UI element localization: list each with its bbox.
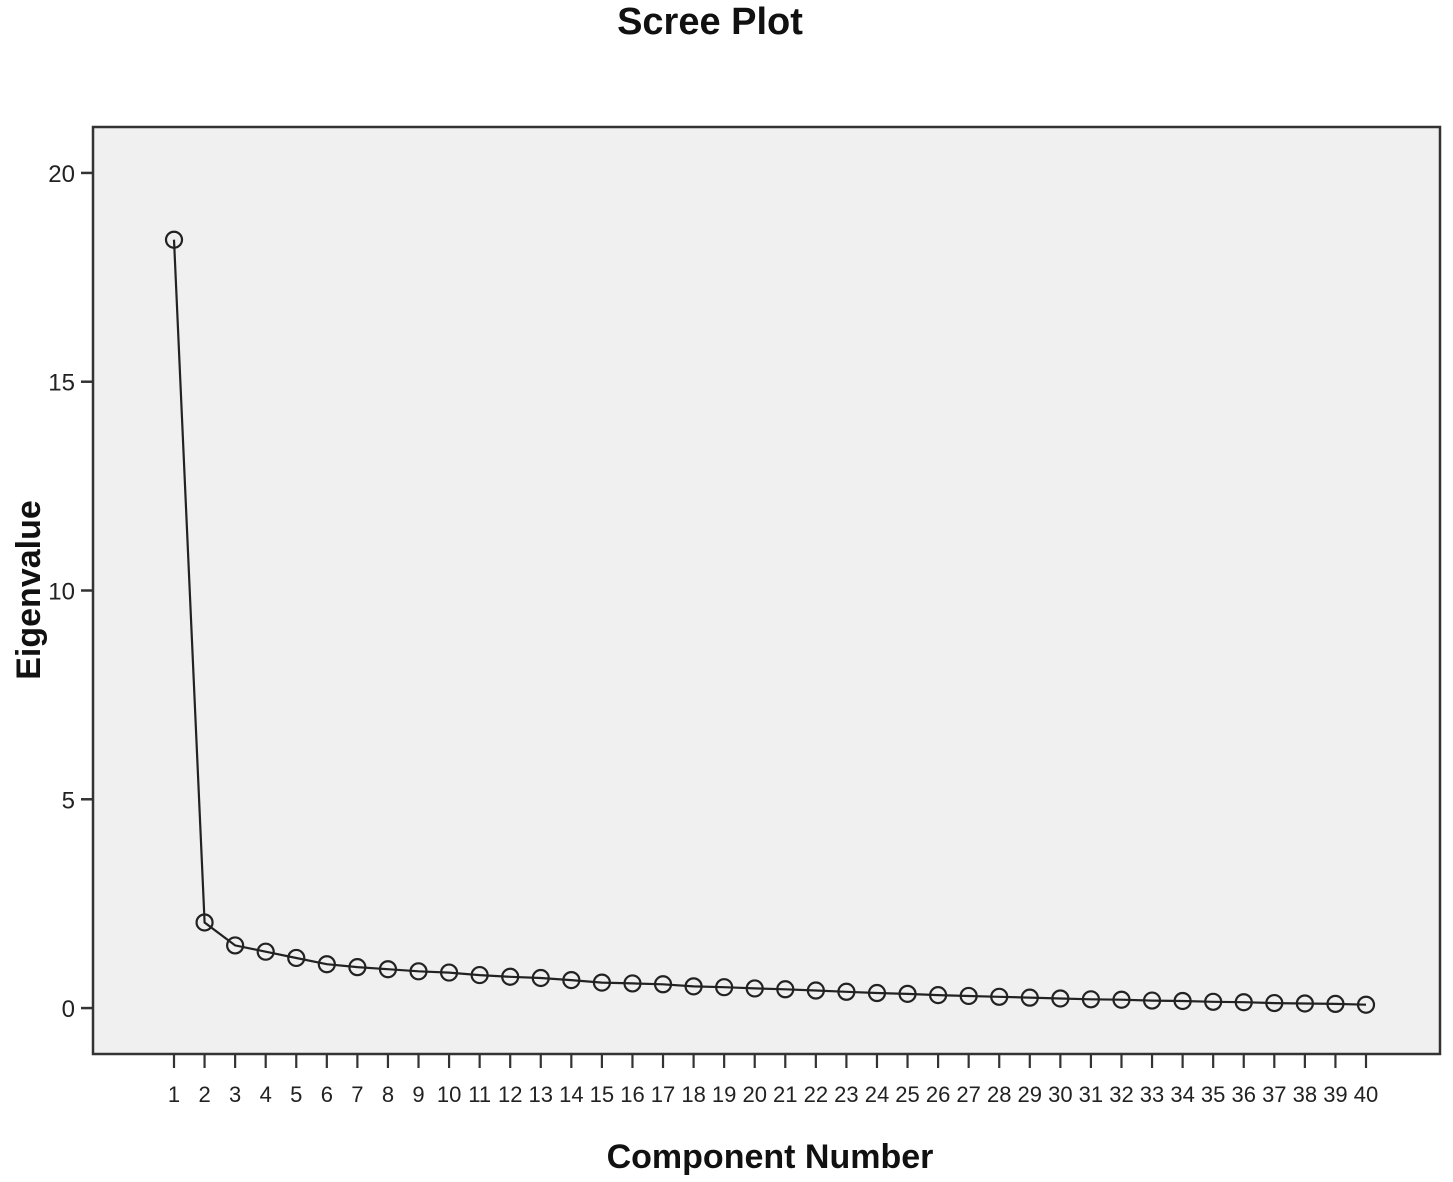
data-point xyxy=(929,986,948,1005)
x-tick-label: 37 xyxy=(1262,1082,1286,1107)
x-tick-label: 1 xyxy=(168,1082,180,1107)
data-point xyxy=(959,986,978,1006)
data-point xyxy=(470,965,489,985)
data-point xyxy=(1081,990,1101,1009)
x-tick-label: 3 xyxy=(229,1082,241,1107)
data-point xyxy=(898,984,917,1003)
x-tick-label: 31 xyxy=(1079,1082,1103,1107)
data-points xyxy=(164,230,1376,1014)
x-tick-label: 23 xyxy=(834,1082,858,1107)
data-point xyxy=(806,981,825,1000)
x-tick-label: 4 xyxy=(260,1082,272,1107)
x-tick-label: 26 xyxy=(926,1082,950,1107)
x-tick-label: 21 xyxy=(773,1082,797,1107)
x-tick-label: 13 xyxy=(529,1082,553,1107)
data-point xyxy=(1112,990,1131,1009)
data-point xyxy=(378,960,398,979)
data-point xyxy=(226,936,245,955)
data-point xyxy=(1326,994,1345,1013)
data-point xyxy=(653,975,673,994)
x-tick-label: 29 xyxy=(1018,1082,1042,1107)
data-point xyxy=(531,968,550,988)
data-point xyxy=(592,973,611,992)
y-axis: 0 5 10 15 20 xyxy=(48,161,93,1023)
data-point xyxy=(684,977,703,996)
x-tick-label: 24 xyxy=(865,1082,889,1107)
data-point xyxy=(348,958,367,977)
x-tick-label: 10 xyxy=(437,1082,461,1107)
data-point xyxy=(287,948,306,968)
data-point xyxy=(745,979,764,998)
x-tick-label: 34 xyxy=(1170,1082,1194,1107)
x-tick-label: 16 xyxy=(620,1082,644,1107)
x-tick-label: 25 xyxy=(895,1082,919,1107)
data-point xyxy=(164,230,184,249)
data-point xyxy=(501,967,520,986)
x-axis-title: Component Number xyxy=(607,1138,934,1176)
x-tick-label: 19 xyxy=(712,1082,736,1107)
x-tick-label: 6 xyxy=(321,1082,333,1107)
x-tick-label: 9 xyxy=(412,1082,424,1107)
x-tick-label: 33 xyxy=(1140,1082,1164,1107)
data-point xyxy=(1204,992,1223,1011)
data-point xyxy=(715,978,734,997)
data-point xyxy=(1173,991,1192,1011)
x-tick-label: 20 xyxy=(742,1082,766,1107)
data-point xyxy=(867,983,887,1003)
x-tick-label: 11 xyxy=(468,1082,491,1107)
y-tick-label: 5 xyxy=(62,787,75,814)
data-point xyxy=(317,955,336,974)
data-point xyxy=(776,980,795,999)
data-point xyxy=(562,970,581,990)
x-tick-label: 18 xyxy=(681,1082,705,1107)
x-tick-label: 36 xyxy=(1232,1082,1256,1107)
chart-title: Scree Plot xyxy=(617,1,803,43)
x-tick-label: 38 xyxy=(1293,1082,1317,1107)
y-tick-label: 15 xyxy=(48,370,75,397)
data-point xyxy=(623,974,642,993)
x-tick-label: 12 xyxy=(498,1082,522,1107)
data-point xyxy=(409,962,428,981)
x-tick-label: 7 xyxy=(351,1082,363,1107)
y-tick-label: 20 xyxy=(48,161,75,188)
x-tick-label: 40 xyxy=(1354,1082,1378,1107)
x-tick-label: 27 xyxy=(956,1082,980,1107)
y-tick-label: 0 xyxy=(62,996,75,1023)
data-point xyxy=(1142,991,1162,1010)
data-point xyxy=(1356,995,1376,1014)
y-tick-label: 10 xyxy=(48,579,75,606)
data-point xyxy=(439,963,459,982)
x-tick-label: 30 xyxy=(1048,1082,1072,1107)
x-tick-label: 8 xyxy=(382,1082,394,1107)
y-axis-title: Eigenvalue xyxy=(10,500,48,680)
data-point xyxy=(1234,993,1253,1012)
data-point xyxy=(1051,989,1070,1008)
x-tick-label: 35 xyxy=(1201,1082,1225,1107)
x-tick-label: 28 xyxy=(987,1082,1011,1107)
x-axis: 1 2 3 4 5 6 7 8 9 10 11 12 13 14 15 16 17 18 19 20 21 22 23 24 2… xyxy=(168,1054,1378,1107)
x-tick-label: 39 xyxy=(1323,1082,1347,1107)
data-point xyxy=(1020,988,1039,1007)
data-point xyxy=(990,987,1009,1006)
x-tick-label: 32 xyxy=(1109,1082,1133,1107)
x-tick-label: 17 xyxy=(651,1082,675,1107)
data-point xyxy=(1295,994,1314,1013)
data-point xyxy=(195,913,214,932)
plot-area xyxy=(91,125,1442,1056)
x-tick-label: 5 xyxy=(290,1082,302,1107)
data-point xyxy=(256,942,275,961)
series-line xyxy=(172,239,1367,1006)
x-tick-label: 22 xyxy=(804,1082,828,1107)
x-tick-label: 14 xyxy=(559,1082,583,1107)
data-point xyxy=(837,982,856,1001)
x-tick-label: 2 xyxy=(198,1082,210,1107)
x-tick-label: 15 xyxy=(590,1082,614,1107)
data-point xyxy=(1265,993,1284,1013)
